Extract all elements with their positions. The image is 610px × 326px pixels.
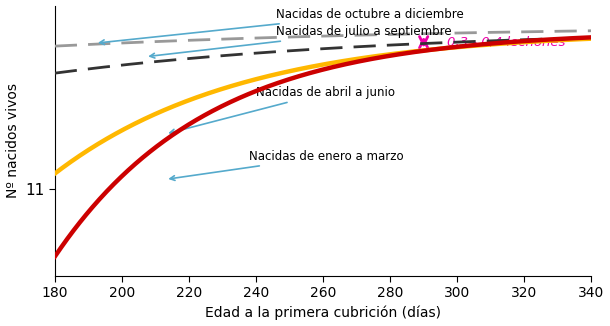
Text: Nacidas de octubre a diciembre: Nacidas de octubre a diciembre (99, 8, 464, 45)
Text: 0,3 - 0,4 lechones: 0,3 - 0,4 lechones (447, 36, 565, 49)
Text: Nacidas de enero a marzo: Nacidas de enero a marzo (170, 150, 404, 180)
Text: Nacidas de abril a junio: Nacidas de abril a junio (170, 86, 395, 134)
Text: Nacidas de julio a septiembre: Nacidas de julio a septiembre (150, 25, 452, 58)
Y-axis label: Nº nacidos vivos: Nº nacidos vivos (5, 83, 20, 198)
X-axis label: Edad a la primera cubrición (días): Edad a la primera cubrición (días) (205, 306, 441, 320)
